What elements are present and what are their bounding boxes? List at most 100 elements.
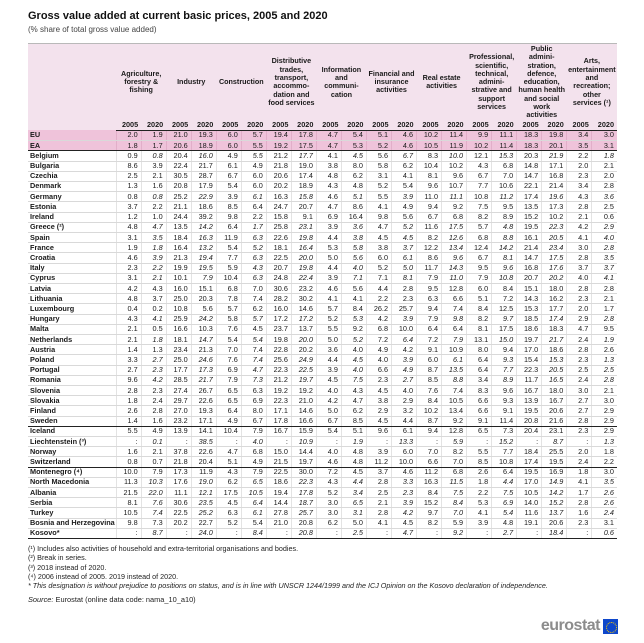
value-cell: : <box>516 528 542 540</box>
value-cell: 22.3 <box>265 395 292 407</box>
column-header-1: Agriculture, forestry & fishing <box>116 42 167 121</box>
value-cell: 18.3 <box>541 324 567 336</box>
value-cell: 0.9 <box>115 150 142 162</box>
value-cell: 4.3 <box>240 263 267 274</box>
value-cell: 4.5 <box>365 385 392 397</box>
value-cell: 21.2 <box>265 375 292 387</box>
value-cell: 21.3 <box>165 252 192 264</box>
value-cell: 10.8 <box>466 191 492 203</box>
value-cell: 6.4 <box>215 405 242 417</box>
value-cell: 2.1 <box>115 334 142 346</box>
value-cell: 18.0 <box>541 385 567 397</box>
source-line: Source: Eurostat (online data code: nama… <box>28 595 617 604</box>
table-row-italy: Italy 2.3 2.2 19.9 19.5 5.9 4.3 20.7 19.8 4.4 4.0 5… <box>28 263 617 274</box>
value-cell: 5.4 <box>315 426 342 438</box>
value-cell: 7.5 <box>441 487 467 499</box>
value-cell: 13.5 <box>516 201 542 213</box>
value-cell: 5.3 <box>315 242 342 254</box>
value-cell: 4.0 <box>391 385 417 397</box>
value-cell: 25.7 <box>290 507 317 519</box>
value-cell: 5.6 <box>391 212 417 223</box>
value-cell: 21.5 <box>115 487 142 499</box>
value-cell: 17.4 <box>516 191 542 203</box>
value-cell: 4.1 <box>340 293 367 305</box>
value-cell: 2.0 <box>566 303 592 315</box>
value-cell: 10.4 <box>215 426 242 438</box>
value-cell: 24.9 <box>290 354 317 366</box>
value-cell: 1.7 <box>240 222 267 234</box>
value-cell: 1.8 <box>591 446 617 458</box>
value-cell: 4.4 <box>315 232 342 244</box>
value-cell: 7.6 <box>416 385 442 397</box>
value-cell: 13.5 <box>441 365 467 376</box>
value-cell: 8.7 <box>541 436 567 448</box>
table-row-eu: EU 2.0 1.9 21.0 19.3 6.0 5.7 19.4 17.8 4.7 5.4 5.1 4… <box>28 130 617 142</box>
value-cell: 13.9 <box>516 395 542 407</box>
value-cell: 18.9 <box>190 140 217 152</box>
value-cell: 8.6 <box>416 252 442 264</box>
value-cell: 8.7 <box>416 416 442 427</box>
value-cell: 16.8 <box>516 263 542 274</box>
value-cell: 14.2 <box>491 242 517 254</box>
value-cell: 2.2 <box>365 293 392 305</box>
value-cell: 17.4 <box>516 456 542 468</box>
year-header: 2005 <box>166 120 192 131</box>
value-cell: 2.3 <box>391 293 417 305</box>
column-header-6: Financial and insurance activities <box>366 42 417 121</box>
value-cell: 19.2 <box>265 140 292 152</box>
value-cell: 18.4 <box>165 232 192 244</box>
country-name: Serbia <box>28 497 117 509</box>
value-cell: 2.8 <box>591 314 617 325</box>
value-cell: 16.7 <box>265 426 292 438</box>
value-cell: 4.8 <box>340 181 367 193</box>
value-cell: 30.2 <box>290 293 317 305</box>
value-cell: 7.8 <box>215 293 242 305</box>
value-cell: 2.5 <box>365 487 392 499</box>
value-cell: 4.4 <box>391 416 417 427</box>
value-cell: 24.4 <box>165 212 192 223</box>
value-cell: 10.0 <box>441 150 467 162</box>
value-cell: 18.1 <box>265 242 292 254</box>
value-cell: 4.7 <box>566 324 592 336</box>
value-cell: 4.2 <box>315 395 342 407</box>
country-name: Sweden <box>28 416 117 427</box>
value-cell: 22.6 <box>190 395 217 407</box>
value-cell: 15.4 <box>516 354 542 366</box>
value-cell: 8.5 <box>340 416 367 427</box>
value-cell: 10.1 <box>165 273 192 285</box>
value-cell: 15.1 <box>516 283 542 295</box>
value-cell: 2.1 <box>591 385 617 397</box>
value-cell: 4.2 <box>391 507 417 519</box>
value-cell: 2.2 <box>240 212 267 223</box>
value-cell: 2.5 <box>591 201 617 213</box>
value-cell: 7.4 <box>240 344 267 356</box>
value-cell: 7.3 <box>240 375 267 387</box>
page-subtitle: (% share of total gross value added) <box>28 25 157 34</box>
value-cell: 5.2 <box>240 242 267 254</box>
value-cell: 8.9 <box>491 375 517 387</box>
table-body: EU 2.0 1.9 21.0 19.3 6.0 5.7 19.4 17.8 4.7 5.4 5.1 4… <box>28 130 617 540</box>
value-cell: 5.9 <box>441 518 467 529</box>
value-cell: 23.4 <box>165 344 192 356</box>
value-cell: 4.6 <box>315 191 342 203</box>
value-cell: 7.7 <box>491 446 517 458</box>
value-cell: 7.1 <box>340 273 367 285</box>
page: Gross value added at current basic price… <box>28 10 617 604</box>
value-cell: 25.6 <box>265 354 292 366</box>
value-cell: 16.0 <box>165 283 192 295</box>
value-cell: 5.0 <box>391 263 417 274</box>
value-cell: 8.2 <box>416 518 442 529</box>
country-name: Albania <box>28 487 117 499</box>
value-cell: 4.2 <box>566 222 592 234</box>
value-cell: 1.8 <box>140 334 167 346</box>
value-cell: 6.0 <box>416 354 442 366</box>
value-cell: 38.5 <box>190 436 217 448</box>
value-cell: 7.7 <box>491 365 517 376</box>
value-cell: 5.4 <box>240 334 267 346</box>
value-cell: 7.5 <box>466 201 492 213</box>
value-cell: 2.4 <box>140 395 167 407</box>
value-cell: 30.5 <box>165 171 192 182</box>
value-cell: 28.5 <box>165 375 192 387</box>
value-cell: 2.7 <box>566 395 592 407</box>
year-header: 2020 <box>491 120 517 131</box>
